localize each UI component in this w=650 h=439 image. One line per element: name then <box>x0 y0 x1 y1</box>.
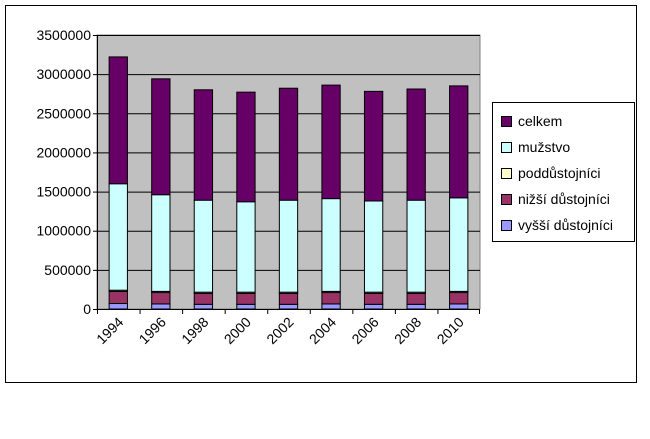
bar-segment <box>108 56 128 185</box>
bar-segment <box>108 303 128 310</box>
bar-segment <box>449 303 469 310</box>
bar-segment <box>236 303 256 310</box>
bar-segment <box>406 292 426 305</box>
x-tick-label: 2000 <box>221 314 254 347</box>
bar-segment <box>363 303 384 310</box>
bar-segment <box>236 91 256 203</box>
legend-label: nižší důstojníci <box>518 191 610 207</box>
bar-segment <box>321 303 341 310</box>
legend-swatch <box>501 193 512 205</box>
bar-segment <box>278 87 299 201</box>
bar-segment <box>449 197 469 292</box>
y-tick-label: 1500000 <box>36 184 91 200</box>
x-tick-label: 2002 <box>263 314 296 347</box>
x-tick-label: 2006 <box>348 314 381 347</box>
x-tick-label: 2008 <box>391 314 424 347</box>
legend-item: poddůstojníci <box>501 164 601 182</box>
bar-segment <box>193 199 214 293</box>
y-tick-label: 2500000 <box>36 105 91 121</box>
bar-segment <box>193 89 214 201</box>
bar-segment <box>363 200 384 293</box>
legend-item: celkem <box>501 112 562 130</box>
bar-segment <box>406 88 426 201</box>
x-tick-label: 1994 <box>93 314 126 347</box>
x-tick-label: 1996 <box>136 314 169 347</box>
bar-segment <box>278 199 299 293</box>
bar-segment <box>108 290 128 305</box>
legend-item: mužstvo <box>501 138 570 156</box>
legend-label: mužstvo <box>518 139 571 155</box>
legend-label: poddůstojníci <box>518 165 601 181</box>
bar-segment <box>236 292 256 305</box>
legend-item: nižší důstojníci <box>501 190 610 208</box>
legend-swatch <box>501 167 512 179</box>
bar-segment <box>449 85 469 199</box>
legend-swatch <box>501 219 512 231</box>
bar-segment <box>278 292 299 305</box>
bar-segment <box>449 292 469 305</box>
bar-segment <box>321 84 341 200</box>
bar-segment <box>236 201 256 293</box>
bar-segment <box>321 292 341 305</box>
chart-legend: celkem mužstvo poddůstojníci nižší důstojní… <box>492 102 635 242</box>
bar-segment <box>108 183 128 291</box>
x-tick-label: 1998 <box>178 314 211 347</box>
legend-swatch <box>501 141 512 153</box>
bar-segment <box>193 292 214 305</box>
y-tick-label: 3500000 <box>36 27 91 43</box>
bar-segment <box>151 78 171 196</box>
bar-segment <box>151 194 171 292</box>
legend-item: vyšší důstojníci <box>501 216 613 234</box>
bar-segment <box>151 292 171 305</box>
bar-segment <box>406 303 426 310</box>
x-tick-label: 2004 <box>306 314 339 347</box>
bar-segment <box>363 90 384 202</box>
x-tick-label: 2010 <box>433 314 466 347</box>
bar-segment <box>406 199 426 293</box>
legend-label: vyšší důstojníci <box>518 217 613 233</box>
y-tick-label: 500000 <box>44 262 91 278</box>
bar-segment <box>278 303 299 310</box>
y-tick-label: 1000000 <box>36 223 91 239</box>
bar-segment <box>151 303 171 310</box>
y-tick-label: 2000000 <box>36 144 91 160</box>
bar-segment <box>193 303 214 310</box>
legend-swatch <box>501 115 512 127</box>
legend-label: celkem <box>518 113 563 129</box>
y-tick-label: 0 <box>83 301 91 317</box>
bar-segment <box>363 292 384 305</box>
bar-segment <box>321 198 341 292</box>
y-tick-label: 3000000 <box>36 66 91 82</box>
